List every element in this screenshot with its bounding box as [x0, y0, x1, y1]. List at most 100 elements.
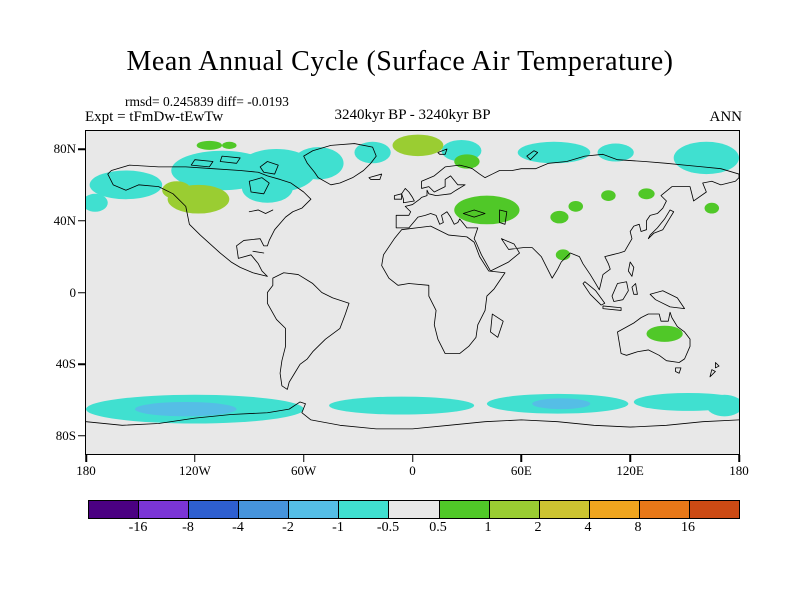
coastline-britain [401, 188, 415, 204]
x-axis-label: 120W [178, 463, 211, 478]
coastline-caspian-sea [499, 209, 508, 225]
coastline-sulawesi [631, 283, 638, 295]
coastline-borneo [611, 281, 629, 302]
colorbar-segment-6 [389, 501, 440, 518]
x-axis-label: 60E [510, 463, 532, 478]
period-label: 3240kyr BP - 3240kyr BP [334, 107, 491, 123]
coastline-antarctica [86, 401, 739, 430]
anomaly-patch [638, 188, 655, 200]
colorbar-boundary-label: 8 [634, 520, 642, 535]
season-label: ANN [709, 109, 743, 125]
coastline-sumatra [582, 281, 606, 306]
colorbar-boundary-label: 4 [584, 520, 592, 535]
anomaly-patch [162, 181, 192, 200]
colorbar-boundary-label: -0.5 [376, 520, 400, 535]
colorbar-boundary-label: 0.5 [429, 520, 447, 535]
y-axis-label: 40S [55, 356, 76, 372]
coastline-baffin-island [259, 161, 279, 175]
coastline-africa [381, 225, 506, 354]
x-axis-label: 180 [76, 463, 96, 478]
coastline-tasmania [675, 367, 682, 374]
x-axis-label: 0 [409, 463, 416, 478]
x-tick [411, 455, 414, 462]
x-tick [520, 455, 523, 462]
x-axis-label: 120E [616, 463, 644, 478]
colorbar-segment-11 [639, 501, 690, 518]
anomaly-patch [555, 249, 571, 261]
colorbar-boundary-label: 16 [681, 520, 695, 535]
y-tick [78, 435, 85, 437]
coastline-south-america [266, 272, 350, 390]
x-tick [302, 455, 305, 462]
x-tick [629, 455, 631, 462]
y-tick [78, 148, 85, 150]
anomaly-patch [392, 134, 444, 157]
anomaly-patch [241, 174, 293, 203]
coastline-ireland [393, 193, 403, 200]
coastline-new-guinea [649, 290, 685, 310]
anomaly-patch [134, 401, 237, 417]
colorbar-segment-1 [139, 501, 190, 518]
anomaly-patch [601, 190, 616, 201]
coastline-svalbard [437, 148, 448, 155]
coastline-japan [647, 209, 675, 240]
colorbar-segment-12 [689, 501, 740, 518]
x-axis-label: 60W [291, 463, 317, 478]
anomaly-patch [550, 210, 569, 224]
colorbar-segment-10 [589, 501, 640, 518]
y-tick [78, 363, 85, 365]
anomaly-patch [329, 396, 475, 415]
page-title: Mean Annual Cycle (Surface Air Temperatu… [126, 46, 674, 77]
coastline-philippines [627, 261, 635, 277]
coastline-arctic-islands [190, 155, 241, 168]
negative-anomaly-lightblue-patches [134, 398, 591, 417]
colorbar-boundary-label: 2 [534, 520, 542, 535]
coastline-north-america [107, 164, 312, 277]
coastline-java [602, 305, 622, 311]
anomaly-patch [646, 325, 683, 342]
colorbar-segment-9 [539, 501, 590, 518]
colorbar-boundary-label: -4 [232, 520, 244, 535]
negative-anomaly-cyan-patches [86, 139, 739, 424]
colorbar-boundary-label: -2 [282, 520, 294, 535]
y-axis-label: 0 [69, 284, 77, 300]
colorbar-segment-3 [239, 501, 290, 518]
x-axis-label: 180 [729, 463, 749, 478]
anomaly-patch [597, 143, 634, 162]
anomaly-patch [704, 202, 720, 214]
positive-anomaly-green-patches [196, 140, 720, 342]
y-axis-label: 80S [55, 427, 76, 443]
coastline-cuba [252, 250, 265, 254]
world-map-svg [86, 131, 739, 454]
colorbar-segment-7 [439, 501, 490, 518]
colorbar-segment-4 [289, 501, 340, 518]
colorbar-boundary-label: -1 [332, 520, 344, 535]
anomaly-patch [354, 141, 391, 164]
anomaly-patch [454, 195, 520, 225]
coastline-madagascar [490, 313, 504, 338]
colorbar-segment-5 [339, 501, 390, 518]
anomaly-patch [706, 394, 739, 417]
colorbar-segment-0 [89, 501, 140, 518]
x-tick [194, 455, 196, 462]
colorbar-boundary-label: 1 [484, 520, 492, 535]
anomaly-patch [532, 398, 591, 410]
y-axis-label: 40N [53, 212, 76, 228]
colorbar-cells [88, 500, 740, 519]
anomaly-patch [517, 141, 591, 164]
anomaly-patch [222, 141, 237, 149]
coastline-greenland [303, 143, 377, 186]
colorbar-boundary-label: -8 [182, 520, 194, 535]
y-axis-label: 80N [53, 141, 76, 157]
coastline-novaya-zemlya [526, 150, 539, 161]
colorbar-segment-8 [489, 501, 540, 518]
experiment-label: Expt = tFmDw-tEwTw [85, 109, 224, 125]
stats-line: rmsd= 0.245839 diff= -0.0193 [125, 94, 289, 109]
y-tick [78, 291, 85, 294]
y-tick [78, 220, 85, 222]
colorbar-labels: -16 -8 -4 -2 -1 -0.5 0.5 1 2 4 8 16 [88, 520, 738, 538]
coastlines [86, 143, 739, 430]
coastline-eurasia [395, 153, 739, 291]
coastline-black-sea [462, 209, 486, 218]
